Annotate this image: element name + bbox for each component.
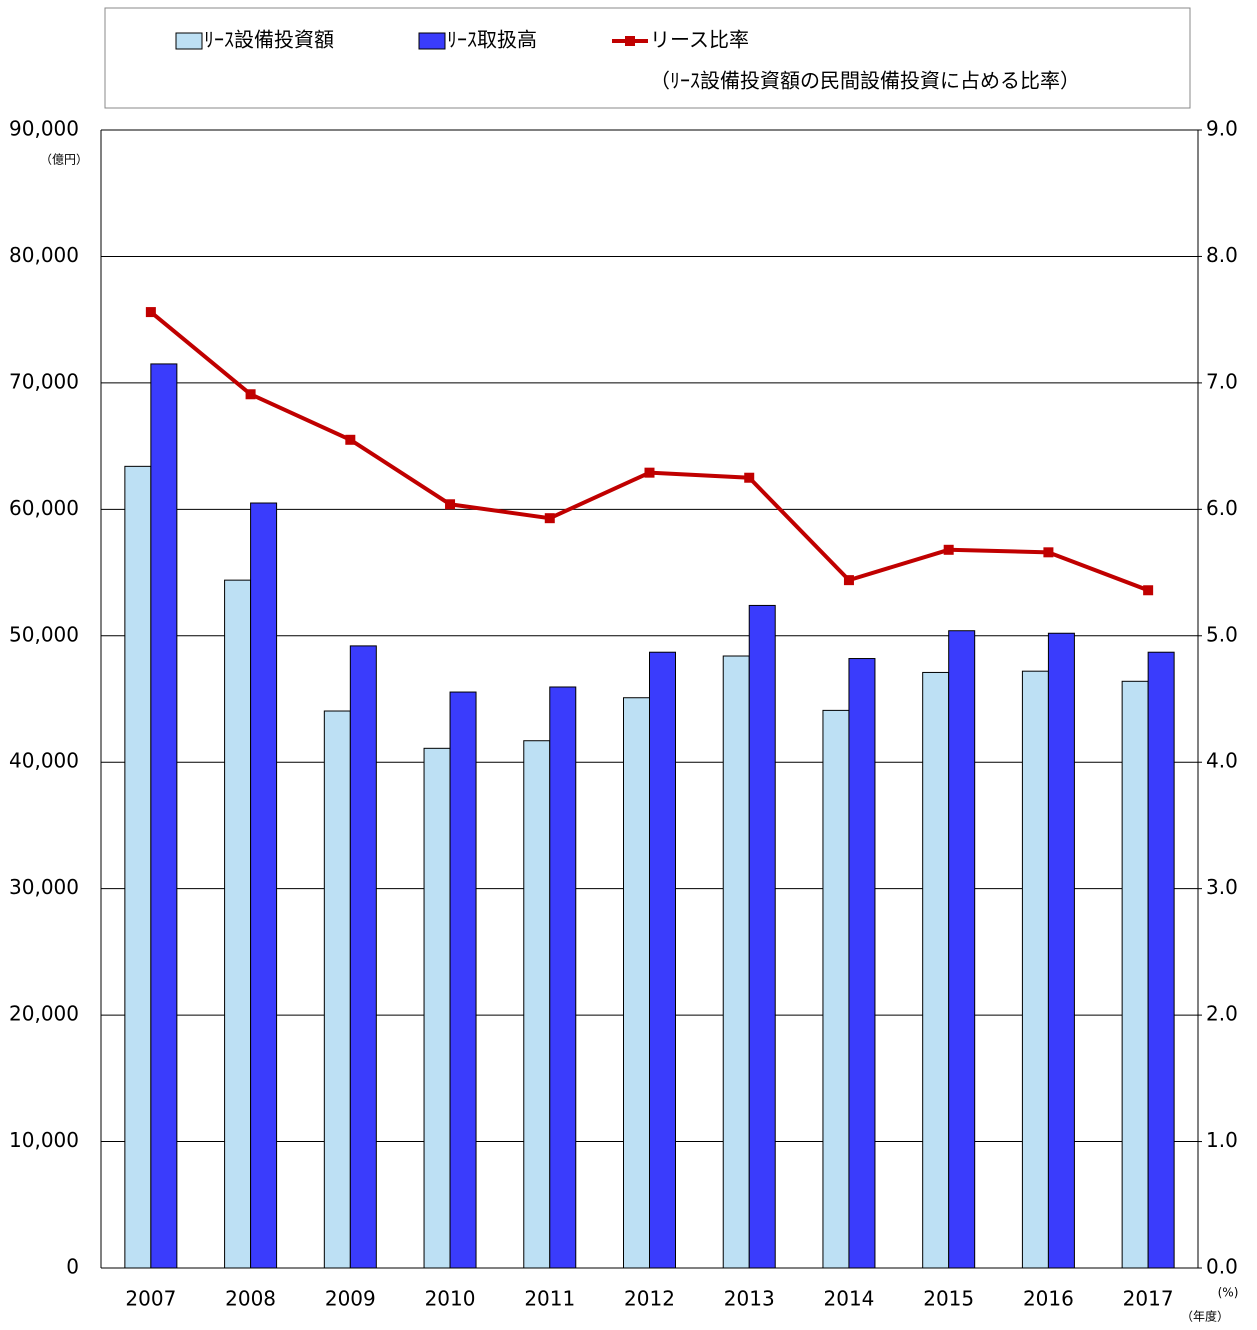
- x-tick-label: 2008: [225, 1287, 276, 1311]
- y2-tick-label: 5.0: [1206, 622, 1238, 646]
- y-tick-label: 20,000: [9, 1002, 79, 1026]
- bar: [423, 747, 451, 1269]
- x-tick-label: 2007: [125, 1287, 176, 1311]
- bar: [649, 651, 676, 1269]
- line: [149, 310, 1149, 593]
- x-tick-label: 2016: [1023, 1287, 1074, 1311]
- y-tick-label: 40,000: [9, 749, 79, 773]
- legend-label: リース比率: [650, 28, 749, 52]
- bar: [848, 658, 876, 1269]
- marker: [644, 467, 655, 478]
- x-tick-label: 2014: [824, 1287, 875, 1311]
- y-tick-label: 70,000: [9, 369, 79, 393]
- legend-box: [104, 7, 1191, 109]
- y-tick-label: 80,000: [9, 243, 79, 267]
- marker: [1043, 547, 1054, 558]
- marker: [445, 499, 456, 510]
- bar: [1121, 680, 1149, 1269]
- bar: [150, 363, 178, 1269]
- y-unit: （億円）: [40, 153, 88, 167]
- x-tick-label: 2009: [325, 1287, 376, 1311]
- x-tick-label: 2015: [923, 1287, 974, 1311]
- y2-tick-label: 4.0: [1206, 749, 1238, 773]
- marker: [843, 575, 854, 586]
- marker: [544, 513, 555, 524]
- x-tick-label: 2011: [524, 1287, 575, 1311]
- bar: [1021, 670, 1049, 1269]
- x-tick-label: 2013: [724, 1287, 775, 1311]
- y2-tick-label: 2.0: [1206, 1002, 1238, 1026]
- y2-tick-label: 9.0: [1206, 117, 1238, 141]
- bar: [349, 645, 377, 1269]
- y-tick-label: 90,000: [9, 117, 79, 141]
- bar: [224, 579, 252, 1269]
- marker: [145, 307, 156, 318]
- y2-tick-label: 1.0: [1206, 1128, 1238, 1152]
- x-tick-label: 2017: [1123, 1287, 1174, 1311]
- y2-unit: (%): [1218, 1286, 1239, 1300]
- y-tick-label: 50,000: [9, 622, 79, 646]
- marker: [1143, 585, 1154, 596]
- marker: [245, 389, 256, 400]
- y-tick-label: 60,000: [9, 496, 79, 520]
- bar: [948, 630, 976, 1269]
- marker: [943, 544, 954, 555]
- y2-tick-label: 0.0: [1206, 1255, 1238, 1279]
- x-unit: （年度）: [1181, 1309, 1229, 1324]
- bar: [722, 655, 750, 1269]
- legend-label: ﾘｰｽ設備投資額: [204, 28, 334, 52]
- bar: [323, 710, 351, 1269]
- bar: [922, 671, 950, 1269]
- bar: [124, 465, 152, 1269]
- marker: [345, 434, 356, 445]
- bar: [523, 740, 551, 1269]
- y2-tick-label: 6.0: [1206, 496, 1238, 520]
- bar: [1147, 651, 1175, 1269]
- legend-swatch: [175, 32, 203, 50]
- y-tick-label: 0: [66, 1255, 79, 1279]
- bar: [623, 697, 650, 1269]
- bar: [822, 709, 850, 1269]
- bar: [549, 686, 577, 1269]
- y2-tick-label: 3.0: [1206, 875, 1238, 899]
- marker: [744, 472, 755, 483]
- legend-label: ﾘｰｽ取扱高: [447, 28, 537, 52]
- y-tick-label: 10,000: [9, 1128, 79, 1152]
- x-tick-label: 2010: [425, 1287, 476, 1311]
- y-tick-label: 30,000: [9, 875, 79, 899]
- legend-swatch: [625, 36, 635, 46]
- y2-tick-label: 7.0: [1206, 369, 1238, 393]
- y2-tick-label: 8.0: [1206, 243, 1238, 267]
- legend-swatch: [418, 32, 446, 50]
- bar: [1047, 632, 1075, 1269]
- annotation: （ﾘｰｽ設備投資額の民間設備投資に占める比率）: [650, 69, 1080, 93]
- bar: [250, 502, 278, 1269]
- bar: [748, 604, 776, 1269]
- bar: [449, 691, 477, 1269]
- x-tick-label: 2012: [624, 1287, 675, 1311]
